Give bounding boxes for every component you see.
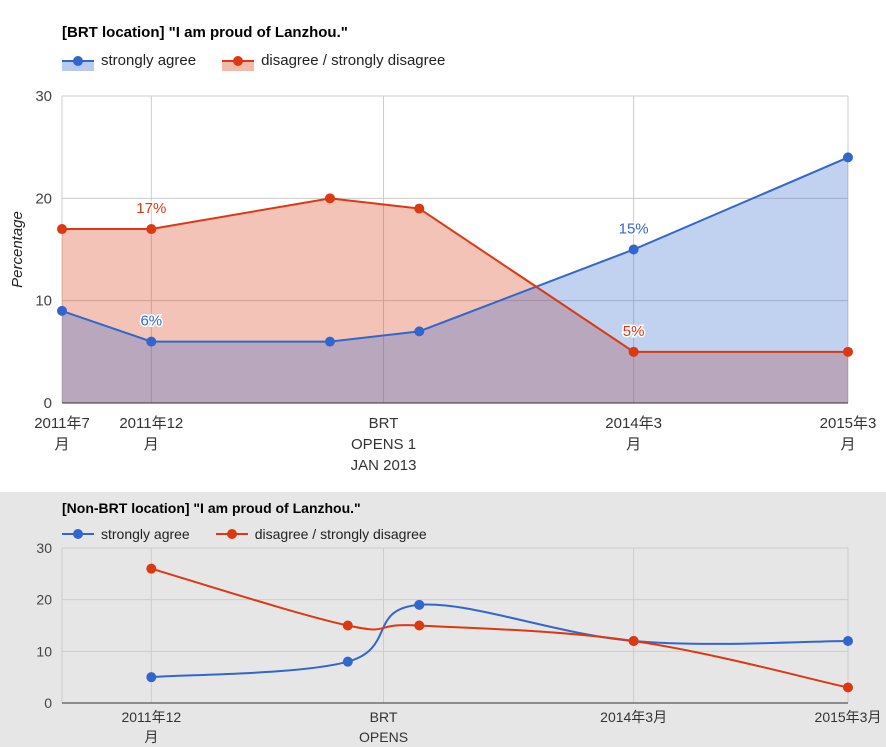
series-line	[151, 567, 849, 689]
x-tick-label: 2011年12	[121, 709, 181, 725]
data-point	[146, 224, 157, 235]
x-tick-label: OPENS	[359, 729, 408, 745]
data-point	[843, 346, 853, 357]
x-tick-label: 月	[144, 729, 158, 745]
series-line	[151, 603, 849, 679]
x-tick-label: 2014年3月	[600, 709, 667, 725]
data-point	[843, 152, 853, 163]
data-point	[146, 563, 157, 574]
y-tick-label: 0	[44, 395, 52, 412]
legend-label: strongly agree	[101, 52, 197, 69]
data-point	[146, 672, 157, 683]
data-label: 5%	[623, 323, 645, 340]
data-point	[57, 305, 67, 316]
data-point	[414, 620, 425, 631]
legend-item-disagree[interactable]: disagree / strongly disagree	[222, 52, 446, 71]
brt-area-chart: 0 10 20 30 2011年7 月 2011年12 月 BRT OPENS 1 JAN 2013…	[9, 88, 877, 474]
x-tick-label: 月	[54, 436, 69, 453]
data-point	[414, 599, 425, 610]
brt-location-chart-panel: [BRT location] "I am proud of Lanzhou." …	[9, 24, 877, 474]
x-tick-label: 2015年3月	[815, 709, 882, 725]
x-tick-label: 2011年7	[34, 415, 90, 432]
chart-title: [BRT location] "I am proud of Lanzhou."	[62, 24, 348, 41]
legend-swatch-red	[215, 527, 248, 541]
y-axis-title: Percentage	[9, 211, 26, 288]
data-label: 6%	[140, 313, 162, 330]
data-point	[843, 682, 853, 693]
y-tick-label: 0	[44, 695, 52, 711]
data-point	[342, 620, 353, 631]
legend-item-strongly-agree[interactable]: strongly agree	[62, 526, 190, 542]
legend-label: disagree / strongly disagree	[261, 52, 446, 69]
y-tick-label: 30	[36, 540, 52, 556]
legend-label: disagree / strongly disagree	[254, 526, 427, 542]
x-tick-label: 月	[144, 436, 159, 453]
x-tick-label: BRT	[369, 415, 399, 432]
data-point	[843, 636, 853, 646]
y-tick-label: 20	[36, 592, 52, 608]
x-tick-label: OPENS 1	[351, 436, 416, 453]
data-point	[324, 336, 335, 347]
x-tick-label: 2014年3	[605, 415, 662, 432]
non-brt-line-chart: 0 10 20 30 2011年12 月 BRT OPENS 2014年3月 2015年3月	[36, 540, 882, 745]
data-point	[342, 656, 353, 667]
data-point	[57, 224, 67, 235]
chart-legend: strongly agree disagree / strongly disag…	[62, 52, 471, 71]
y-tick-label: 10	[36, 643, 52, 659]
data-point	[628, 636, 639, 646]
y-tick-label: 10	[35, 293, 52, 310]
series-line	[61, 156, 849, 343]
x-tick-label: 月	[840, 436, 855, 453]
data-point	[628, 346, 639, 357]
x-tick-label: BRT	[370, 709, 398, 725]
legend-item-strongly-agree[interactable]: strongly agree	[62, 52, 197, 71]
y-tick-label: 30	[35, 88, 52, 105]
legend-label: strongly agree	[101, 526, 190, 542]
non-brt-location-chart-panel: [Non-BRT location] "I am proud of Lanzho…	[0, 492, 886, 747]
legend-item-disagree[interactable]: disagree / strongly disagree	[215, 526, 427, 542]
x-tick-label: 2015年3	[820, 415, 877, 432]
chart-legend: strongly agree disagree / strongly disag…	[62, 526, 453, 542]
data-point	[414, 326, 425, 337]
data-point	[146, 336, 157, 347]
legend-swatch-blue	[62, 527, 94, 541]
x-tick-label: JAN 2013	[351, 457, 417, 474]
data-label: 17%	[136, 200, 166, 217]
series-line	[62, 197, 848, 353]
chart-title: [Non-BRT location] "I am proud of Lanzho…	[62, 500, 361, 516]
data-point	[628, 244, 639, 255]
legend-swatch-red	[222, 54, 255, 71]
data-point	[324, 193, 335, 204]
x-tick-label: 月	[626, 436, 641, 453]
data-point	[414, 203, 425, 214]
x-tick-label: 2011年12	[119, 415, 183, 432]
y-tick-label: 20	[35, 190, 52, 207]
data-label: 15%	[619, 221, 649, 238]
legend-swatch-blue	[62, 54, 94, 71]
